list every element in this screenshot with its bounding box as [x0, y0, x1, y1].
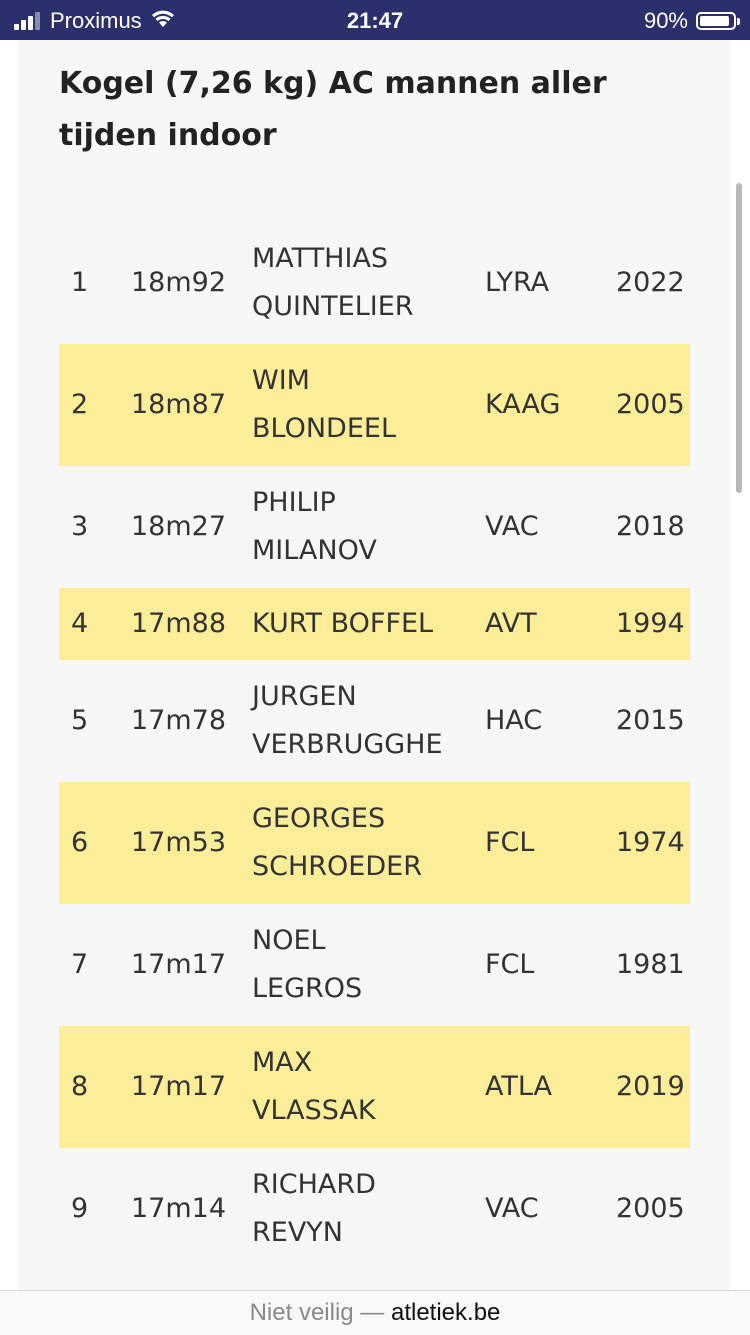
- performance-cell: 18m27: [131, 511, 227, 542]
- performance-cell: 17m17: [131, 1071, 227, 1102]
- athlete-name-cell: JURGEN VERBRUGGHE: [252, 673, 485, 769]
- wifi-icon: [150, 8, 176, 34]
- table-row: 6 17m53 GEORGES SCHROEDER FCL 1974: [59, 782, 690, 904]
- athlete-name-cell: KURT BOFFEL: [252, 600, 485, 648]
- athlete-name-line: SCHROEDER: [252, 851, 422, 882]
- table-row: 3 18m27 PHILIP MILANOV VAC 2018: [59, 466, 690, 588]
- athlete-name-line: VLASSAK: [252, 1095, 376, 1126]
- rankings-table: 1 18m92 MATTHIAS QUINTELIER LYRA 2022 2 18m87 WI…: [59, 222, 690, 1270]
- club-cell: VAC: [485, 511, 539, 542]
- athlete-name-line: REVYN: [252, 1217, 343, 1248]
- rank-cell: 6: [71, 827, 89, 858]
- year-cell: 2022: [616, 267, 685, 298]
- rank-cell: 3: [71, 511, 89, 542]
- club-cell: VAC: [485, 1193, 539, 1224]
- year-cell: 2018: [616, 511, 685, 542]
- status-left: Proximus: [14, 8, 176, 34]
- rank-cell: 9: [71, 1193, 89, 1224]
- table-row: 8 17m17 MAX VLASSAK ATLA 2019: [59, 1026, 690, 1148]
- rank-cell: 2: [71, 389, 89, 420]
- athlete-name-cell: RICHARD REVYN: [252, 1161, 485, 1257]
- rank-cell: 4: [71, 608, 89, 639]
- year-cell: 1994: [616, 608, 685, 639]
- table-row: 9 17m14 RICHARD REVYN VAC 2005: [59, 1148, 690, 1270]
- cellular-signal-icon: [14, 12, 42, 30]
- athlete-name-line: PHILIP: [252, 487, 336, 518]
- year-cell: 2005: [616, 1193, 685, 1224]
- athlete-name-line: LEGROS: [252, 973, 363, 1004]
- athlete-name-cell: WIM BLONDEEL: [252, 357, 485, 453]
- url-domain: atletiek.be: [390, 1299, 501, 1326]
- performance-cell: 18m87: [131, 389, 227, 420]
- table-row: 2 18m87 WIM BLONDEEL KAAG 2005: [59, 344, 690, 466]
- club-cell: FCL: [485, 827, 535, 858]
- scrollbar[interactable]: [736, 183, 742, 493]
- table-row: 7 17m17 NOEL LEGROS FCL 1981: [59, 904, 690, 1026]
- club-cell: LYRA: [485, 267, 550, 298]
- status-right: 90%: [643, 8, 740, 34]
- battery-icon: [696, 12, 740, 30]
- battery-fill: [700, 16, 729, 26]
- athlete-name-cell: PHILIP MILANOV: [252, 479, 485, 575]
- table-row: 5 17m78 JURGEN VERBRUGGHE HAC 2015: [59, 660, 690, 782]
- carrier-name: Proximus: [50, 8, 142, 33]
- rank-cell: 1: [71, 267, 89, 298]
- athlete-name-line: QUINTELIER: [252, 291, 414, 322]
- performance-cell: 17m17: [131, 949, 227, 980]
- club-cell: AVT: [485, 608, 537, 639]
- battery-percentage: 90%: [643, 8, 688, 33]
- athlete-name-line: WIM: [252, 365, 310, 396]
- performance-cell: 18m92: [131, 267, 227, 298]
- athlete-name-cell: GEORGES SCHROEDER: [252, 795, 485, 891]
- performance-cell: 17m53: [131, 827, 227, 858]
- club-cell: FCL: [485, 949, 535, 980]
- athlete-name-line: RICHARD: [252, 1169, 376, 1200]
- year-cell: 2005: [616, 389, 685, 420]
- athlete-name-cell: NOEL LEGROS: [252, 917, 485, 1013]
- athlete-name-line: BLONDEEL: [252, 413, 397, 444]
- athlete-name-line: MAX: [252, 1047, 313, 1078]
- athlete-name-line: MILANOV: [252, 535, 377, 566]
- security-label: Niet veilig —: [249, 1299, 385, 1326]
- year-cell: 2015: [616, 705, 685, 736]
- rank-cell: 5: [71, 705, 89, 736]
- club-cell: KAAG: [485, 389, 561, 420]
- year-cell: 1981: [616, 949, 685, 980]
- table-row: 1 18m92 MATTHIAS QUINTELIER LYRA 2022: [59, 222, 690, 344]
- performance-cell: 17m14: [131, 1193, 227, 1224]
- year-cell: 1974: [616, 827, 685, 858]
- athlete-name-line: KURT BOFFEL: [252, 608, 434, 639]
- status-bar: Proximus 21:47 90%: [0, 0, 750, 40]
- club-cell: ATLA: [485, 1071, 552, 1102]
- rank-cell: 8: [71, 1071, 89, 1102]
- page-title: Kogel (7,26 kg) AC mannen aller tijden i…: [59, 66, 607, 153]
- table-row: 4 17m88 KURT BOFFEL AVT 1994: [59, 588, 690, 660]
- athlete-name-line: NOEL: [252, 925, 326, 956]
- athlete-name-line: JURGEN: [252, 681, 357, 712]
- athlete-name-line: GEORGES: [252, 803, 386, 834]
- url-bar[interactable]: Niet veilig — atletiek.be: [0, 1290, 750, 1335]
- rank-cell: 7: [71, 949, 89, 980]
- status-time: 21:47: [346, 8, 404, 33]
- athlete-name-line: VERBRUGGHE: [252, 729, 443, 760]
- athlete-name-cell: MAX VLASSAK: [252, 1039, 485, 1135]
- performance-cell: 17m78: [131, 705, 227, 736]
- club-cell: HAC: [485, 705, 543, 736]
- athlete-name-line: MATTHIAS: [252, 243, 389, 274]
- performance-cell: 17m88: [131, 608, 227, 639]
- year-cell: 2019: [616, 1071, 685, 1102]
- athlete-name-cell: MATTHIAS QUINTELIER: [252, 235, 485, 331]
